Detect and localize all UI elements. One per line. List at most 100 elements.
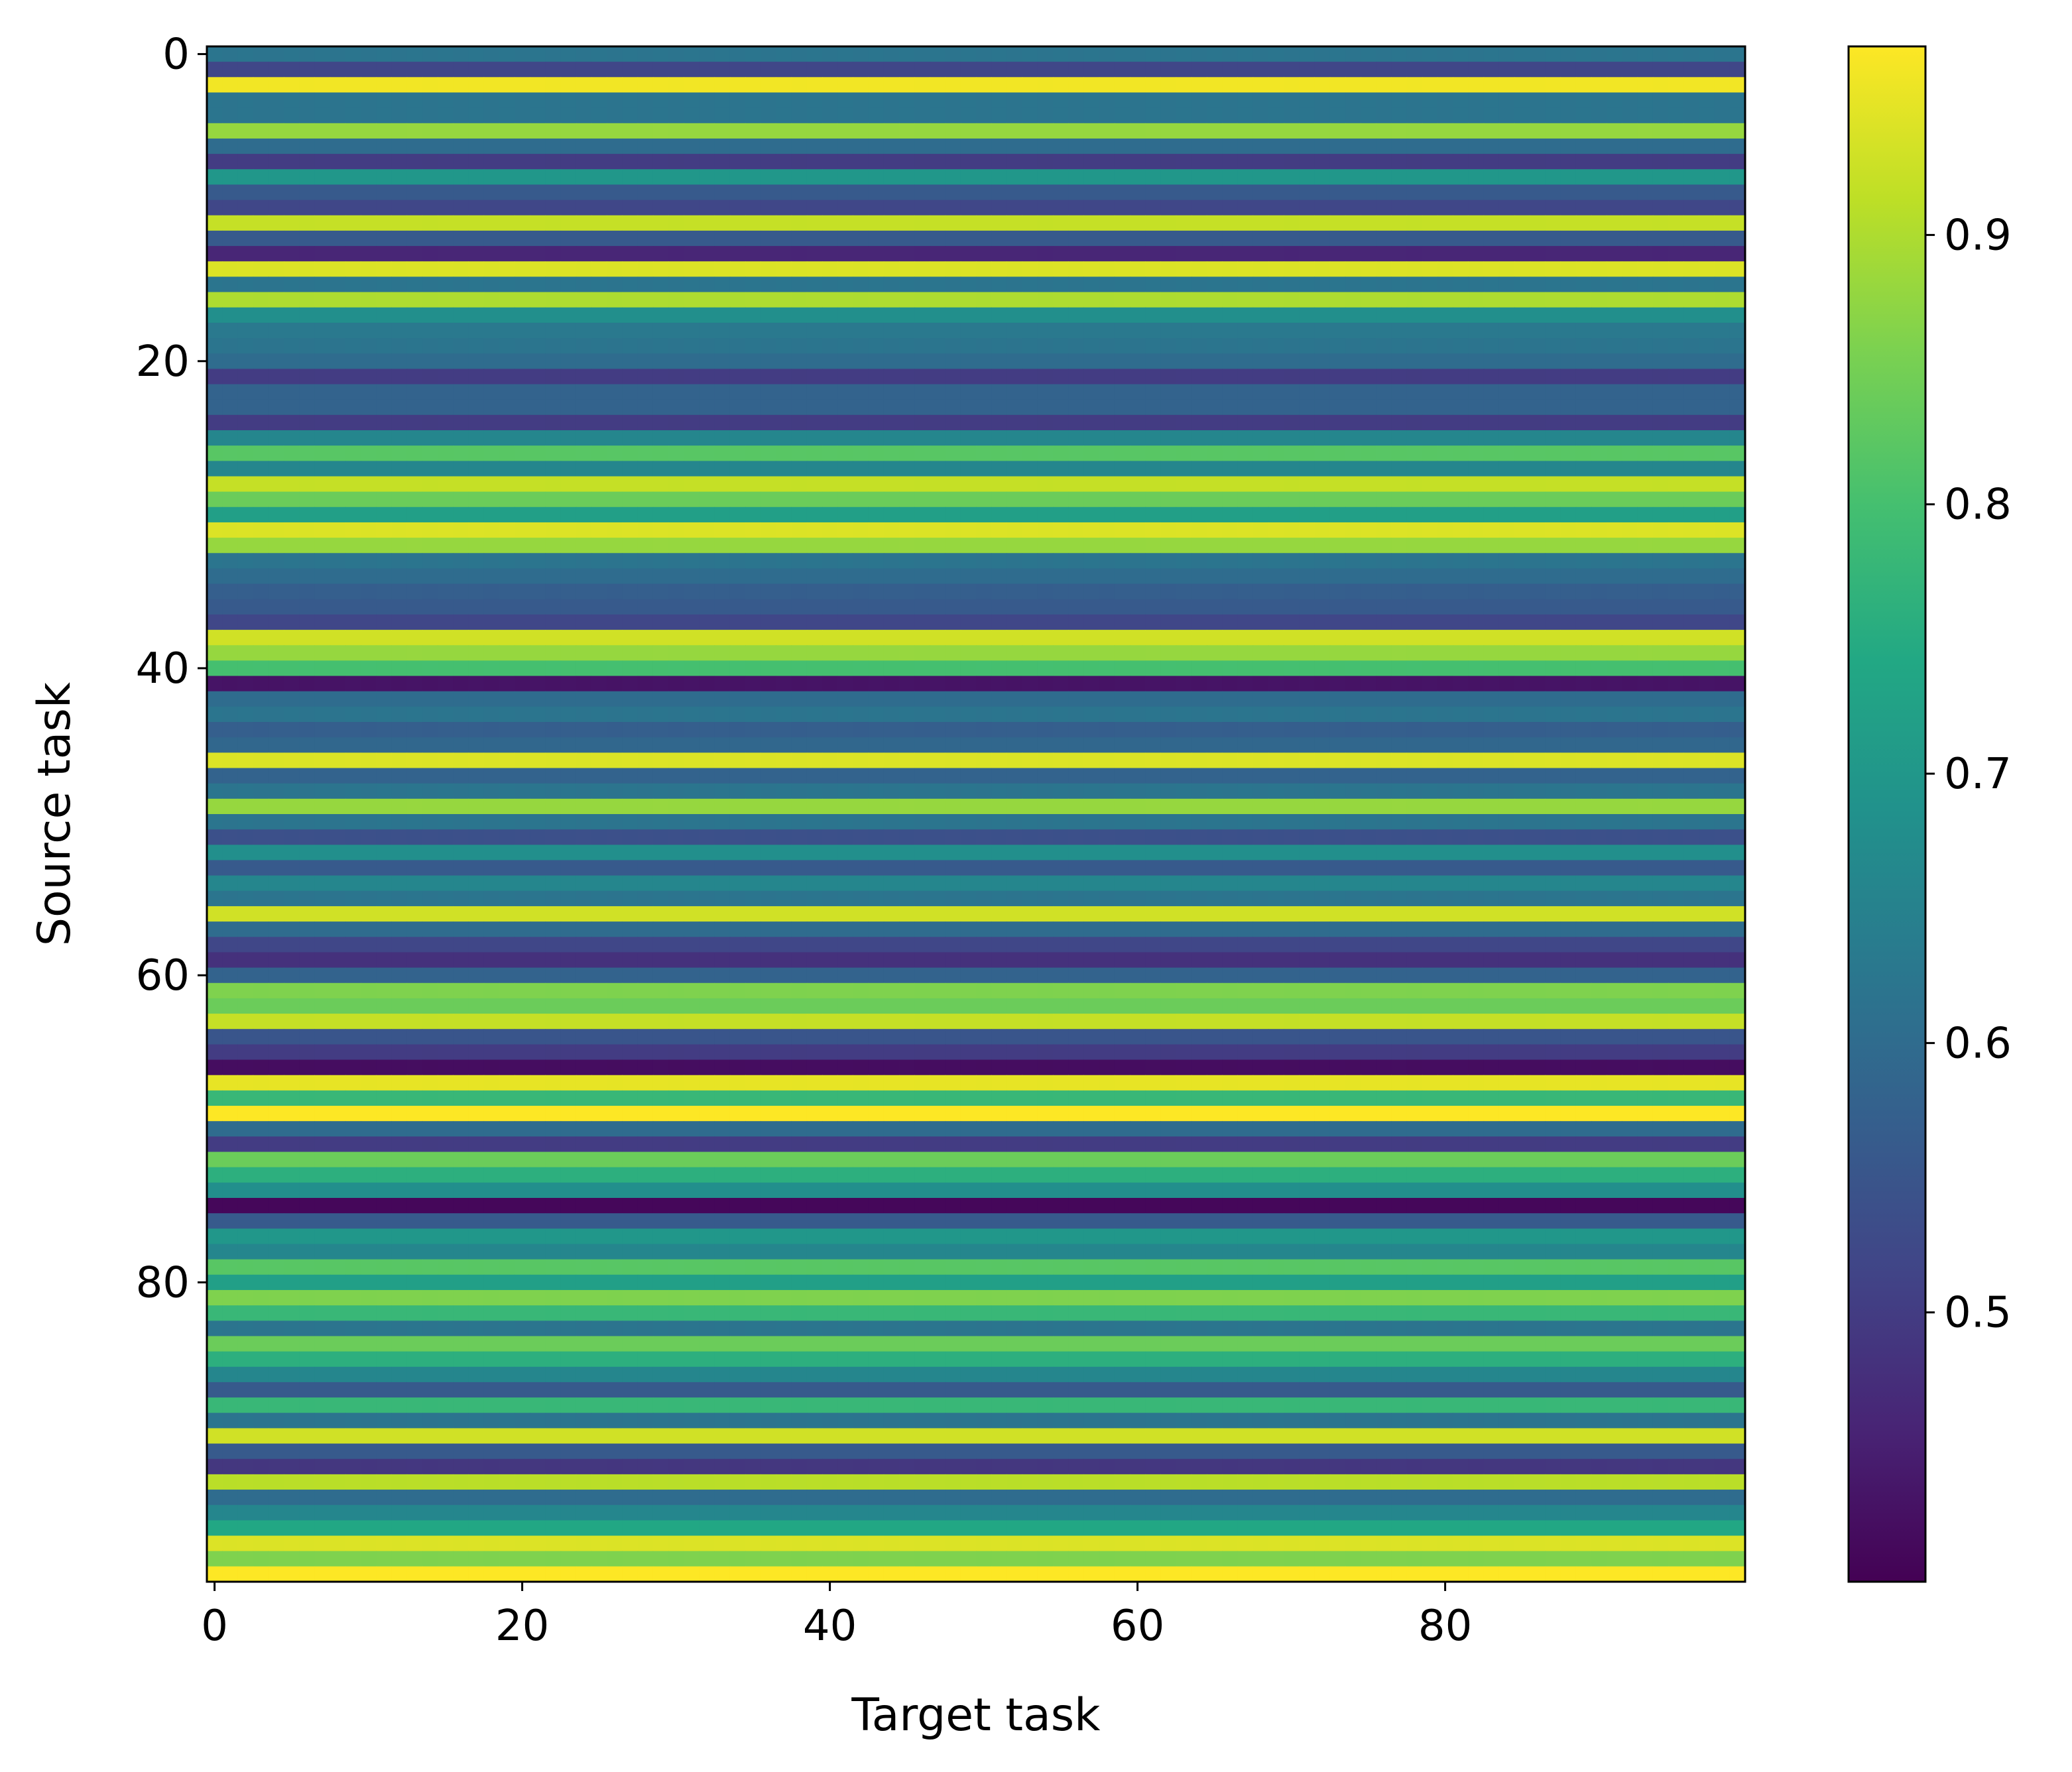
heatmap-cell — [1083, 691, 1100, 707]
heatmap-cell — [1130, 414, 1146, 431]
heatmap-cell — [883, 77, 900, 93]
heatmap-cell — [1514, 77, 1530, 93]
heatmap-cell — [1191, 230, 1207, 247]
heatmap-cell — [299, 414, 315, 431]
heatmap-cell — [1130, 307, 1146, 324]
heatmap-cell — [1530, 62, 1546, 78]
heatmap-cell — [699, 138, 715, 154]
heatmap-cell — [1498, 184, 1515, 201]
heatmap-cell — [545, 430, 562, 446]
heatmap-cell — [1207, 583, 1223, 600]
heatmap-cell — [899, 491, 915, 508]
heatmap-cell — [1160, 476, 1177, 493]
heatmap-cell — [1006, 583, 1023, 600]
heatmap-cell — [1376, 77, 1392, 93]
heatmap-cell — [1207, 384, 1223, 400]
heatmap-cell — [699, 676, 715, 692]
heatmap-cell — [499, 62, 515, 78]
heatmap-cell — [1053, 77, 1069, 93]
heatmap-cell — [1437, 614, 1453, 630]
heatmap-cell — [1637, 660, 1654, 677]
heatmap-cell — [684, 752, 700, 769]
heatmap-cell — [930, 138, 946, 154]
heatmap-cell — [868, 614, 884, 630]
heatmap-cell — [1652, 768, 1669, 784]
heatmap-cell — [1607, 630, 1622, 646]
heatmap-cell — [1406, 200, 1423, 216]
heatmap-cell — [1222, 292, 1238, 308]
heatmap-cell — [1483, 230, 1500, 247]
heatmap-cell — [207, 215, 223, 231]
heatmap-cell — [853, 138, 869, 154]
heatmap-cell — [652, 123, 669, 139]
heatmap-cell — [483, 660, 500, 677]
heatmap-cell — [1652, 676, 1669, 692]
heatmap-cell — [1083, 230, 1100, 247]
heatmap-cell — [530, 62, 546, 78]
heatmap-cell — [499, 506, 515, 523]
heatmap-cell — [914, 599, 930, 615]
heatmap-cell — [1114, 430, 1130, 446]
heatmap-cell — [1560, 768, 1577, 784]
heatmap-cell — [1514, 476, 1530, 493]
heatmap-cell — [1314, 722, 1331, 738]
heatmap-cell — [1345, 522, 1361, 538]
heatmap-cell — [776, 798, 792, 815]
heatmap-cell — [576, 660, 592, 677]
heatmap-cell — [1114, 768, 1130, 784]
heatmap-cell — [361, 92, 377, 109]
heatmap-cell — [853, 338, 869, 354]
heatmap-cell — [1637, 491, 1654, 508]
heatmap-cell — [1437, 77, 1453, 93]
heatmap-cell — [652, 553, 669, 569]
heatmap-cell — [1729, 476, 1746, 493]
heatmap-cell — [914, 353, 930, 369]
heatmap-cell — [1022, 583, 1038, 600]
heatmap-cell — [806, 691, 823, 707]
heatmap-cell — [729, 783, 746, 799]
heatmap-cell — [1006, 184, 1023, 201]
heatmap-cell — [714, 123, 731, 139]
heatmap-cell — [1422, 62, 1438, 78]
heatmap-cell — [591, 614, 607, 630]
heatmap-cell — [284, 522, 300, 538]
heatmap-cell — [515, 752, 530, 769]
heatmap-cell — [868, 491, 884, 508]
heatmap-cell — [1345, 737, 1361, 753]
heatmap-cell — [376, 292, 392, 308]
heatmap-cell — [545, 445, 562, 461]
heatmap-cell — [668, 614, 684, 630]
heatmap-cell — [1237, 737, 1254, 753]
heatmap-cell — [406, 307, 423, 324]
heatmap-cell — [515, 630, 530, 646]
heatmap-cell — [1160, 522, 1177, 538]
heatmap-cell — [1160, 768, 1177, 784]
heatmap-cell — [1683, 614, 1699, 630]
heatmap-cell — [1083, 77, 1100, 93]
heatmap-cell — [1361, 230, 1376, 247]
heatmap-cell — [591, 461, 607, 477]
heatmap-cell — [1575, 476, 1592, 493]
heatmap-cell — [1083, 307, 1100, 324]
heatmap-cell — [1145, 445, 1161, 461]
heatmap-cell — [1468, 215, 1485, 231]
heatmap-cell — [483, 77, 500, 93]
heatmap-cell — [1345, 722, 1361, 738]
heatmap-cell — [1545, 384, 1561, 400]
heatmap-cell — [1607, 660, 1622, 677]
heatmap-cell — [1560, 676, 1577, 692]
heatmap-cell — [1083, 246, 1100, 262]
heatmap-cell — [868, 138, 884, 154]
heatmap-cell — [1284, 338, 1300, 354]
heatmap-cell — [1191, 169, 1207, 186]
heatmap-cell — [345, 215, 361, 231]
heatmap-cell — [1053, 230, 1069, 247]
heatmap-cell — [1729, 307, 1746, 324]
heatmap-cell — [1191, 307, 1207, 324]
heatmap-cell — [1099, 338, 1115, 354]
heatmap-cell — [576, 338, 592, 354]
heatmap-cell — [1498, 445, 1515, 461]
heatmap-cell — [330, 399, 346, 416]
heatmap-cell — [899, 660, 915, 677]
heatmap-cell — [1284, 246, 1300, 262]
